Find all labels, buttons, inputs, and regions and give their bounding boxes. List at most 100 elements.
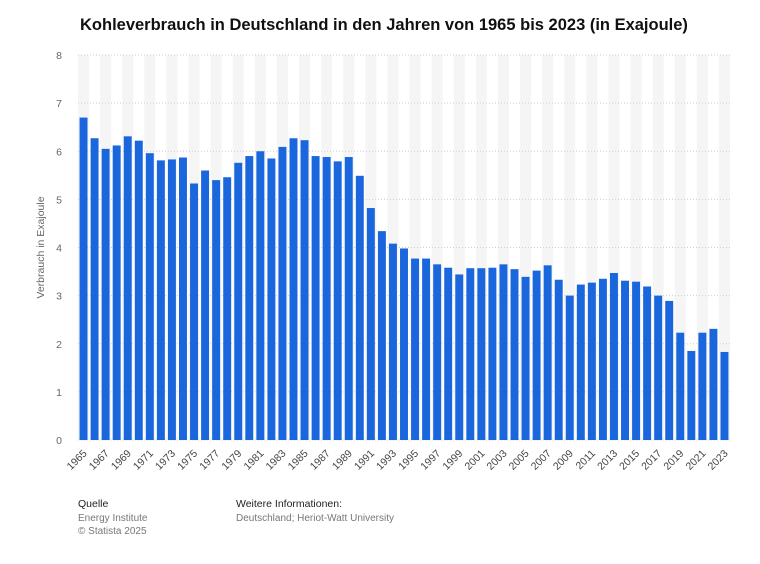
- x-tick-label: 1971: [131, 448, 156, 473]
- x-tick-label: 2009: [551, 448, 576, 473]
- bar: [455, 274, 464, 440]
- bar: [609, 273, 618, 440]
- bar: [587, 282, 596, 440]
- bar: [145, 153, 154, 441]
- bar: [687, 350, 696, 440]
- background-band: [718, 55, 730, 440]
- bar: [311, 156, 320, 440]
- bar: [101, 148, 110, 440]
- bar: [643, 286, 652, 440]
- bar: [156, 160, 165, 441]
- x-tick-label: 2021: [683, 448, 708, 473]
- source-block: Quelle Energy Institute © Statista 2025: [78, 498, 147, 538]
- x-tick-label: 1995: [396, 448, 421, 473]
- y-tick-label: 6: [56, 146, 62, 158]
- copyright-line: © Statista 2025: [78, 526, 147, 537]
- info-block: Weitere Informationen: Deutschland; Heri…: [236, 498, 394, 525]
- bar: [665, 300, 674, 440]
- info-line: Deutschland; Heriot-Watt University: [236, 513, 395, 524]
- x-tick-label: 1981: [241, 448, 266, 473]
- y-tick-label: 1: [56, 387, 62, 399]
- bar: [300, 140, 309, 440]
- y-tick-label: 4: [56, 243, 62, 255]
- x-tick-label: 1979: [219, 448, 244, 473]
- background-band: [564, 55, 576, 440]
- bar: [521, 276, 530, 440]
- x-tick-label: 2017: [639, 448, 664, 473]
- bar: [201, 170, 210, 440]
- bar: [532, 270, 541, 440]
- y-tick-label: 0: [56, 435, 62, 447]
- background-band: [652, 55, 664, 440]
- bar: [223, 177, 232, 441]
- bar: [554, 279, 563, 440]
- bar: [576, 284, 585, 440]
- bar: [388, 243, 397, 440]
- x-tick-label: 1983: [264, 448, 289, 473]
- x-tick-label: 1993: [374, 448, 399, 473]
- bar: [422, 258, 431, 440]
- x-tick-label: 1985: [286, 448, 311, 473]
- bar: [344, 157, 353, 440]
- x-tick-label: 2011: [574, 448, 599, 473]
- bar: [245, 156, 254, 440]
- y-tick-label: 8: [56, 50, 62, 62]
- x-tick-label: 1973: [153, 448, 178, 473]
- bar: [466, 268, 475, 440]
- background-band: [475, 55, 487, 440]
- bar: [400, 248, 408, 440]
- bar: [543, 265, 552, 440]
- x-tick-label: 1977: [197, 448, 222, 473]
- bar: [333, 161, 342, 440]
- bar: [698, 332, 707, 440]
- source-line: Energy Institute: [78, 513, 148, 524]
- bar: [112, 145, 121, 440]
- y-tick-label: 3: [56, 291, 62, 303]
- bar-chart: 0 1 2 3 4 5 6 7 8 1965196719691971197319751977197…: [35, 50, 731, 473]
- y-tick-label: 7: [56, 98, 62, 110]
- bar: [167, 159, 176, 440]
- bar: [123, 136, 132, 441]
- x-tick-label: 1989: [330, 448, 355, 473]
- bar: [278, 146, 287, 440]
- x-tick-label: 2003: [485, 448, 510, 473]
- background-band: [497, 55, 509, 440]
- bar: [377, 231, 386, 440]
- bar: [565, 295, 574, 440]
- bar: [190, 183, 199, 440]
- x-tick-label: 2007: [529, 448, 554, 473]
- bar: [212, 180, 221, 440]
- bar: [598, 278, 607, 440]
- bar: [433, 264, 442, 440]
- background-band: [608, 55, 620, 440]
- bar: [676, 332, 685, 440]
- bar: [267, 158, 276, 440]
- x-tick-label: 2023: [706, 448, 731, 473]
- bar: [79, 117, 88, 440]
- bar: [510, 269, 519, 440]
- x-tick-label: 1987: [308, 448, 333, 473]
- x-tick-label: 2005: [507, 448, 532, 473]
- x-tick-label: 1997: [418, 448, 443, 473]
- background-band: [542, 55, 554, 440]
- x-tick-label: 2001: [462, 448, 487, 473]
- x-tick-label: 1999: [440, 448, 465, 473]
- bar: [289, 138, 298, 440]
- bar: [90, 138, 99, 440]
- bar: [444, 267, 453, 440]
- x-tick-label: 1991: [352, 448, 377, 473]
- y-tick-label: 2: [56, 339, 62, 351]
- bar: [179, 157, 187, 440]
- bar: [499, 264, 508, 440]
- y-tick-label: 5: [56, 194, 62, 206]
- bar: [720, 351, 729, 440]
- bar: [366, 208, 375, 440]
- bar: [355, 175, 364, 440]
- x-tick-label: 1967: [87, 448, 112, 473]
- x-tick-label: 2013: [595, 448, 620, 473]
- x-tick-label: 2015: [617, 448, 642, 473]
- bar: [709, 328, 718, 440]
- background-band: [409, 55, 421, 440]
- x-tick-label: 1975: [175, 448, 200, 473]
- bar: [621, 280, 629, 440]
